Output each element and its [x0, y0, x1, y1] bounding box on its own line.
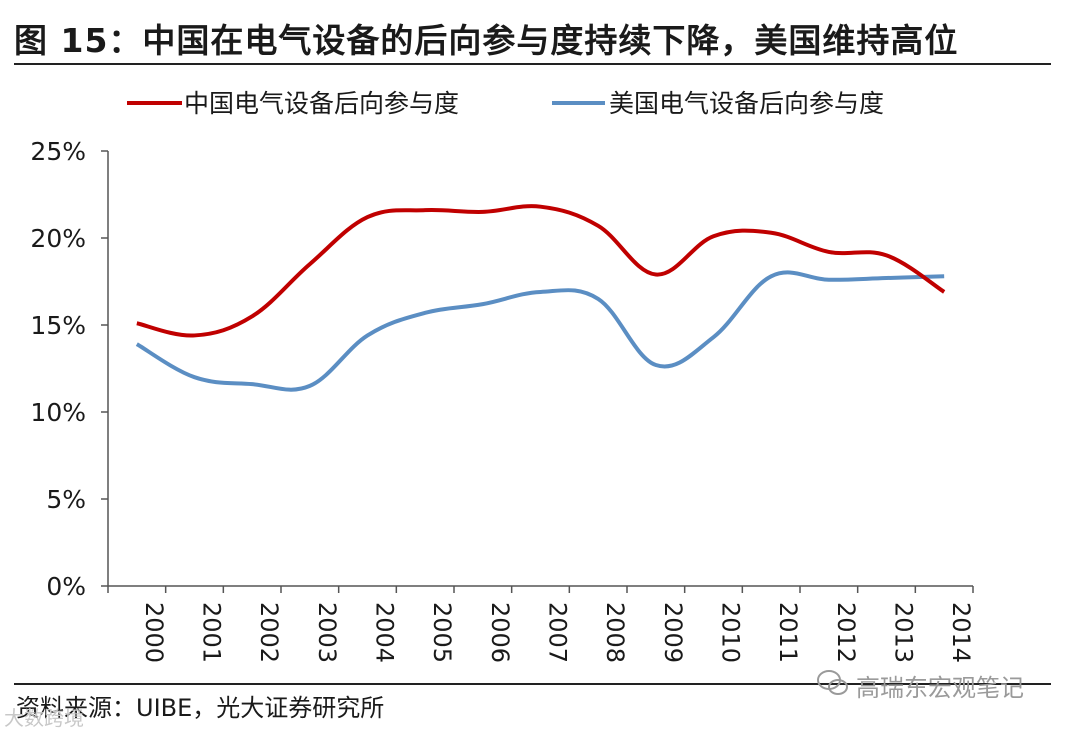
y-tick-label: 10%: [30, 398, 86, 427]
usa-series-line: [135, 270, 945, 392]
x-tick-label: 2009: [659, 602, 687, 663]
wechat-icon: [817, 670, 848, 695]
y-tick-label: 15%: [30, 311, 86, 340]
x-tick-label: 2001: [198, 602, 226, 663]
corner-watermark: 大数跨境: [4, 706, 84, 730]
y-tick-label: 5%: [46, 485, 86, 514]
x-tick-label: 2010: [717, 602, 745, 663]
x-tick-label: 2012: [832, 602, 860, 663]
footer-divider: [14, 683, 1051, 685]
title-divider: [14, 63, 1051, 65]
x-axis-ticks: 2000 2001 2002 2003 2004 2005 2006 2007 2008 2009…: [107, 586, 975, 663]
china-series-line: [136, 204, 946, 338]
legend-label-china: 中国电气设备后向参与度: [184, 89, 459, 118]
legend-label-usa: 美国电气设备后向参与度: [609, 89, 884, 118]
x-tick-label: 2000: [140, 602, 168, 663]
series-lines: [135, 204, 946, 392]
x-tick-label: 2002: [255, 602, 283, 663]
y-tick-label: 20%: [30, 224, 86, 253]
y-tick-label: 25%: [30, 137, 86, 166]
x-tick-label: 2007: [544, 602, 572, 663]
y-tick-label: 0%: [46, 572, 86, 601]
source-note: 资料来源：UIBE，光大证券研究所: [16, 694, 385, 722]
x-tick-label: 2013: [890, 602, 918, 663]
x-tick-label: 2014: [947, 602, 975, 663]
watermark: 高瑞东宏观笔记: [856, 674, 1024, 702]
x-tick-label: 2003: [313, 602, 341, 663]
chart-title: 图 15：中国在电气设备的后向参与度持续下降，美国维持高位: [14, 21, 959, 60]
axes: [107, 151, 973, 587]
x-tick-label: 2008: [601, 602, 629, 663]
x-tick-label: 2006: [486, 602, 514, 663]
x-tick-label: 2004: [371, 602, 399, 663]
x-tick-label: 2011: [774, 602, 802, 663]
y-axis-ticks: 0% 5% 10% 15% 20% 25%: [30, 137, 108, 601]
x-tick-label: 2005: [428, 602, 456, 663]
legend: 中国电气设备后向参与度 美国电气设备后向参与度: [127, 89, 884, 118]
